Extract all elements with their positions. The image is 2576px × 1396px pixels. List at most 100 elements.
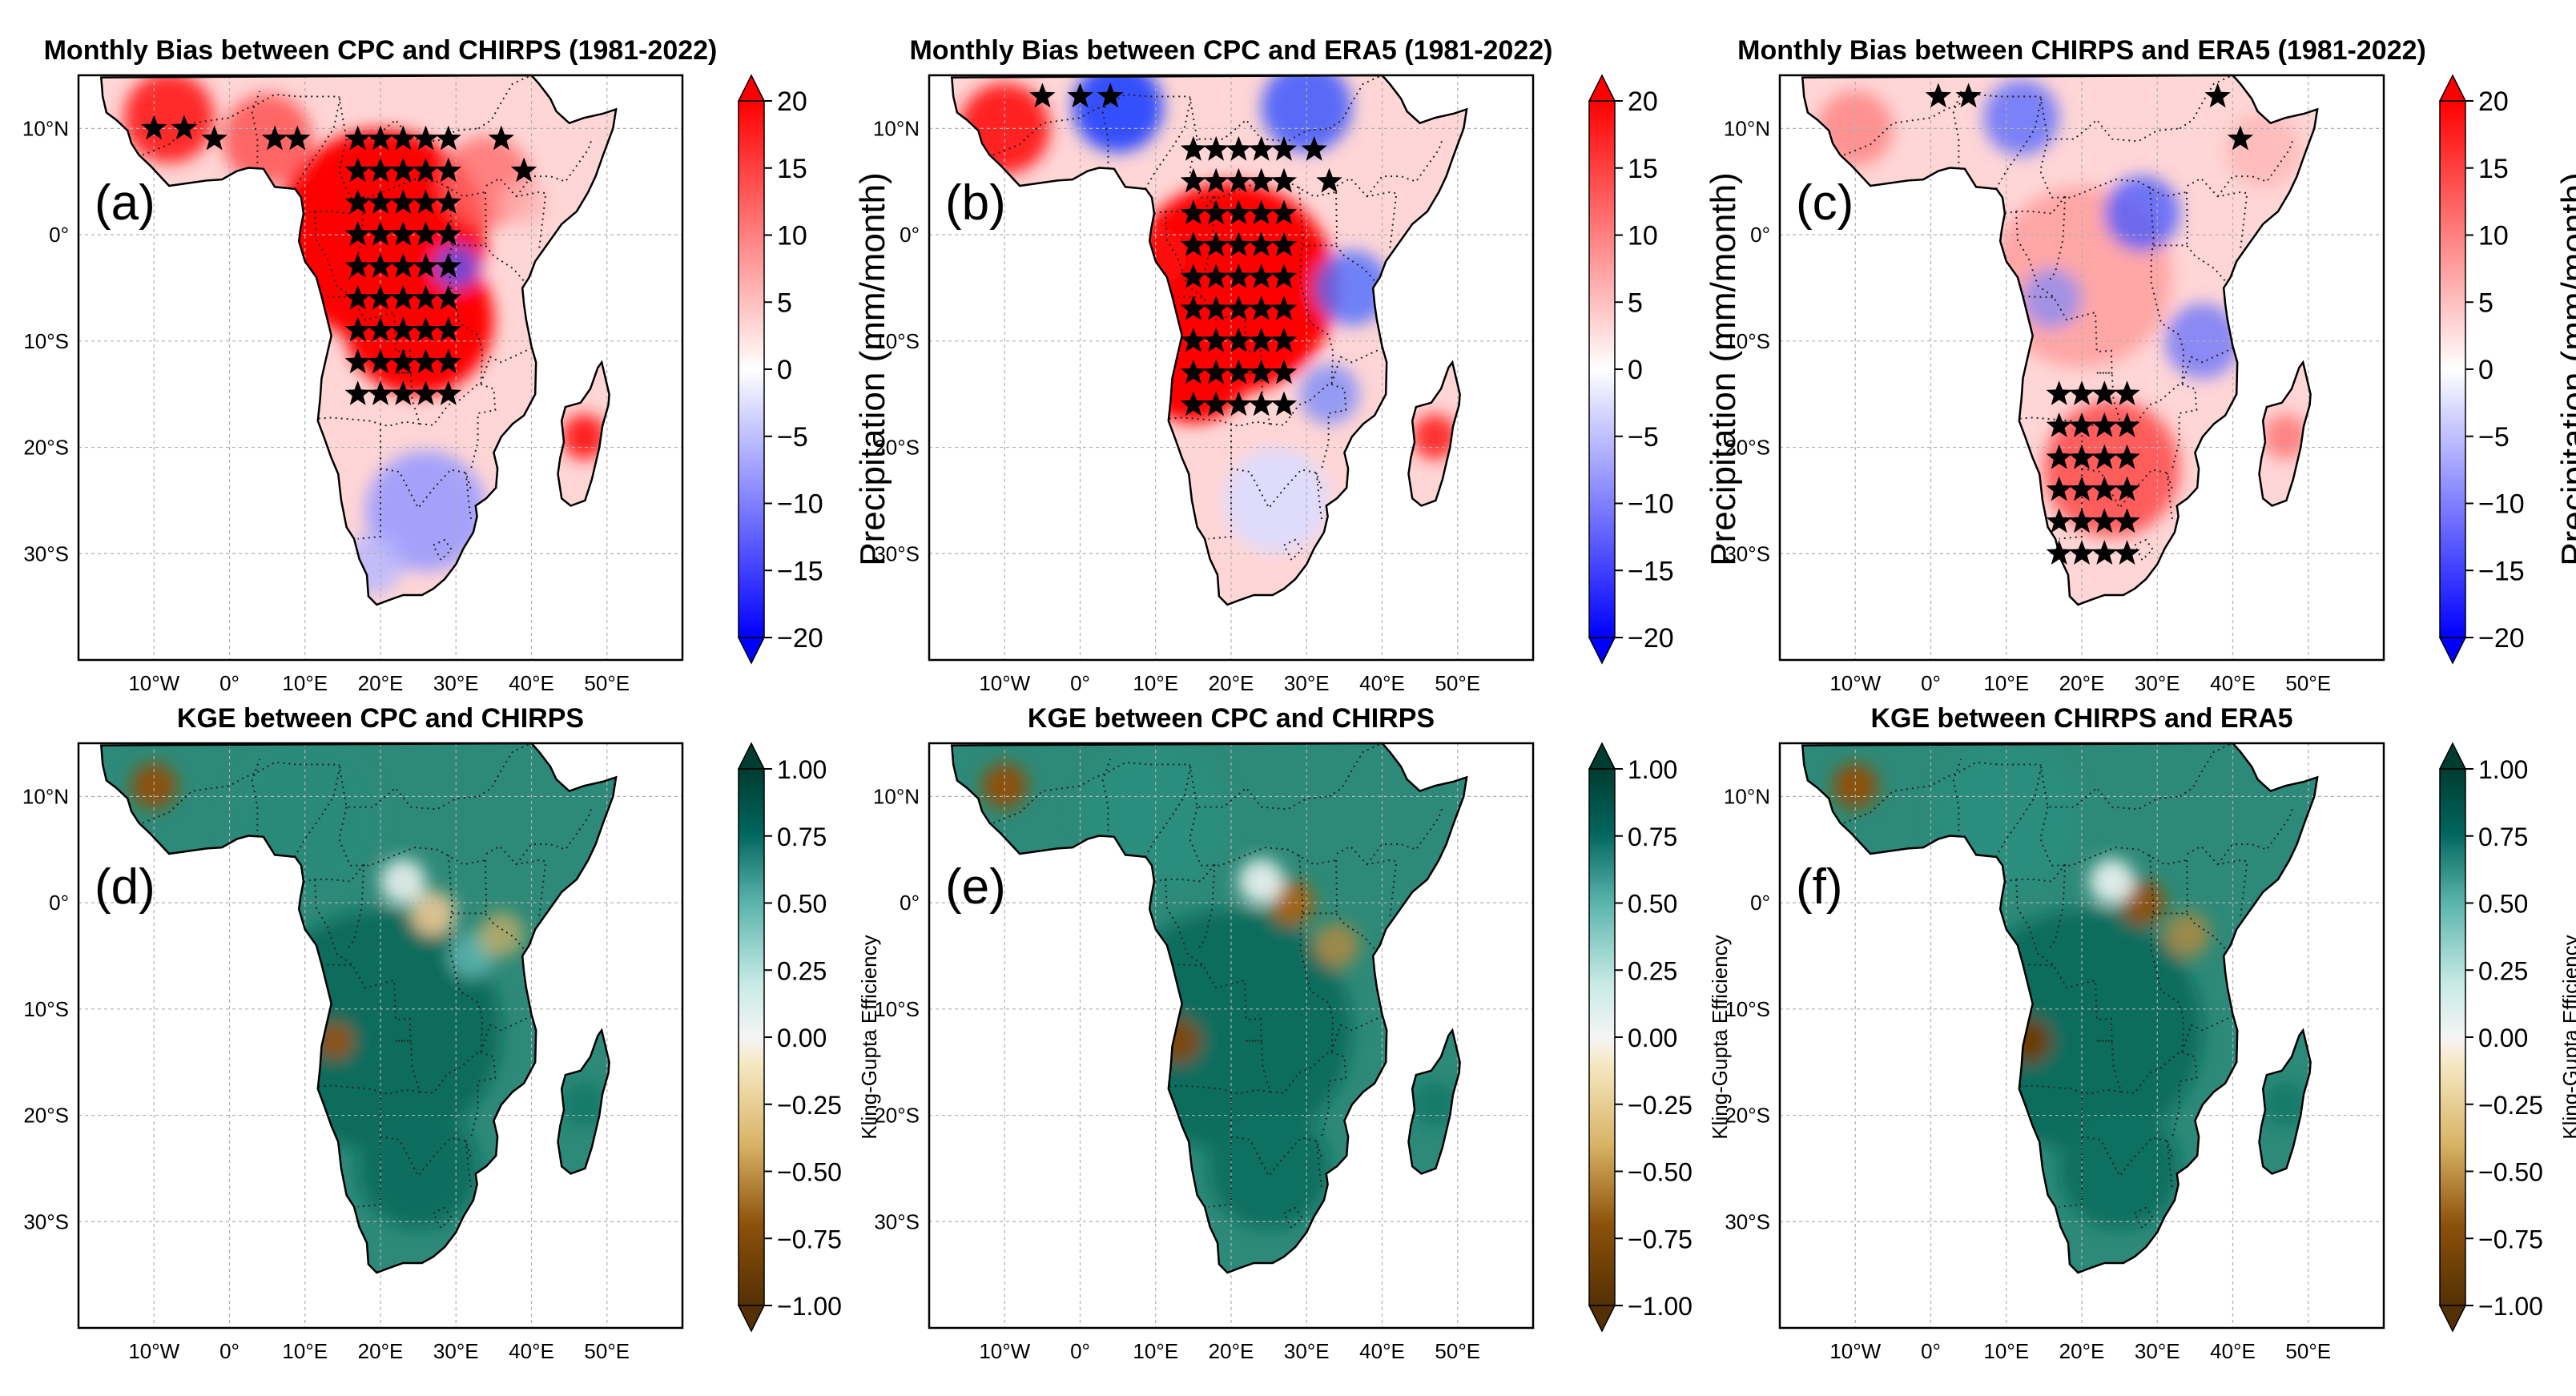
- axes-frame: [928, 74, 1535, 662]
- significance-star: [367, 221, 394, 246]
- significance-star: [367, 125, 394, 151]
- significance-star: [2114, 380, 2140, 405]
- panel-letter: (b): [945, 175, 1006, 231]
- coastline-africa: [950, 74, 1468, 606]
- country-borders: [142, 75, 593, 561]
- lon-tick-label: 50°E: [584, 671, 630, 695]
- lat-tick-label: 20°S: [23, 1104, 69, 1128]
- significance-star: [2091, 540, 2118, 565]
- significance-star: [344, 125, 371, 151]
- colorbar-tick-label: 0.00: [1628, 1024, 1677, 1052]
- significance-star: [413, 125, 439, 151]
- colorbar-tick-label: 20: [777, 86, 807, 117]
- map-field: [952, 743, 1467, 1273]
- lon-tick-label: 10°W: [1829, 1339, 1881, 1363]
- colorbar-extend-min: [737, 637, 766, 665]
- significance-star: [1248, 199, 1274, 225]
- significance-star: [2091, 508, 2118, 533]
- colorbar-tick-label: −15: [2478, 556, 2525, 586]
- colorbar-tick-label: −20: [1628, 623, 1674, 654]
- lat-tick-label: 10°S: [874, 329, 920, 353]
- lon-tick-label: 10°W: [979, 1339, 1030, 1363]
- significance-star: [413, 284, 439, 310]
- significance-star: [390, 380, 417, 405]
- significance-star: [284, 125, 311, 151]
- lon-tick-label: 50°E: [584, 1339, 630, 1363]
- coastline-africa: [99, 74, 618, 606]
- significance-star: [435, 348, 461, 374]
- coastline-africa: [950, 742, 1468, 1274]
- colorbar-tick-label: −0.75: [2478, 1225, 2543, 1253]
- colorbar-tick-label: 0.00: [777, 1024, 827, 1052]
- lon-tick-label: 10°W: [128, 1339, 179, 1363]
- colorbar-kge: 1.00 0.75 0.50 0.25 0.00 −0.25 −0.50 −0.75 −1.00…: [2438, 742, 2576, 1333]
- lat-tick-label: 0°: [900, 891, 920, 915]
- colorbar-tick-label: −10: [1628, 489, 1674, 520]
- lon-tick-label: 30°E: [1284, 671, 1330, 695]
- significance-star: [435, 189, 461, 214]
- significance-star: [1097, 82, 1124, 108]
- colorbar-tick-label: 1.00: [1628, 755, 1677, 784]
- colorbar-tick-label: 0.75: [777, 823, 827, 851]
- map-field: [101, 743, 617, 1273]
- significance-star: [367, 316, 394, 342]
- panel-a: Monthly Bias between CPC and CHIRPS (198…: [22, 35, 892, 695]
- colorbar-tick-label: 10: [777, 221, 807, 251]
- colorbar-tick-label: −1.00: [2478, 1292, 2543, 1321]
- lon-tick-label: 40°E: [1359, 671, 1405, 695]
- significance-star: [1270, 135, 1298, 161]
- coastline-madagascar: [1407, 1028, 1461, 1175]
- significance-star: [367, 157, 394, 183]
- significance-star: [344, 348, 371, 374]
- significance-star: [2114, 508, 2140, 533]
- significance-star: [390, 125, 417, 151]
- colorbar-tick-label: −0.25: [2478, 1091, 2543, 1120]
- significance-star: [488, 125, 514, 151]
- colorbar-bias: 20 15 10 5 0 −5 −10 −15 −20 Precipitation (mm/mon…: [737, 74, 892, 665]
- panel-b: Monthly Bias between CPC and ERA5 (1981-…: [873, 35, 1743, 695]
- colorbar-tick-label: −0.25: [1628, 1091, 1693, 1120]
- axes-frame: [77, 74, 684, 662]
- colorbar-body: [2439, 768, 2466, 1306]
- significance-star: [1180, 167, 1206, 193]
- lon-tick-label: 10°E: [282, 1339, 328, 1363]
- panel-title: Monthly Bias between CPC and CHIRPS (198…: [44, 35, 718, 66]
- lon-tick-label: 10°W: [128, 671, 179, 695]
- colorbar-kge: 1.00 0.75 0.50 0.25 0.00 −0.25 −0.50 −0.75 −1.00…: [1588, 742, 1732, 1333]
- significance-star: [344, 316, 371, 342]
- colorbar-tick-label: −0.75: [777, 1225, 842, 1253]
- colorbar-tick-label: 0.25: [777, 956, 827, 985]
- panel-title: Monthly Bias between CPC and ERA5 (1981-…: [909, 35, 1552, 66]
- colorbar-tick-label: 0.50: [777, 890, 827, 919]
- significance-star: [1270, 264, 1298, 288]
- colorbar-tick-label: 20: [1628, 86, 1658, 117]
- colorbar-tick-label: 0.00: [2478, 1024, 2528, 1052]
- colorbar-tick-label: 5: [1628, 288, 1643, 318]
- lat-tick-label: 10°S: [1725, 329, 1770, 353]
- colorbar-tick-label: −0.75: [1628, 1225, 1693, 1253]
- lon-tick-label: 0°: [1070, 671, 1090, 695]
- significance-star: [413, 380, 439, 405]
- map-field: [1802, 743, 2318, 1273]
- significance-star: [2068, 380, 2095, 405]
- significance-star: [1180, 231, 1206, 257]
- colorbar-tick-label: 10: [1628, 221, 1658, 251]
- colorbar-tick-label: −20: [2478, 623, 2525, 654]
- colorbar-extend-max: [1588, 742, 1616, 770]
- colorbar-tick-label: −5: [777, 422, 808, 453]
- lon-tick-label: 40°E: [1359, 1339, 1405, 1363]
- colorbar-label: Kling-Gupta Efficiency: [857, 935, 881, 1139]
- significance-star: [1226, 199, 1252, 225]
- significance-star: [390, 284, 417, 310]
- significance-star: [413, 252, 439, 278]
- significance-star: [435, 284, 461, 310]
- significance-star: [1270, 296, 1298, 320]
- colorbar-tick-label: −5: [1628, 422, 1659, 453]
- lat-tick-label: 20°S: [874, 436, 920, 460]
- significance-star: [367, 252, 394, 278]
- lat-tick-label: 10°N: [22, 784, 69, 808]
- significance-star: [2204, 82, 2231, 108]
- lon-tick-label: 20°E: [2059, 671, 2105, 695]
- lon-tick-label: 40°E: [509, 671, 554, 695]
- lon-tick-label: 20°E: [1209, 1339, 1254, 1363]
